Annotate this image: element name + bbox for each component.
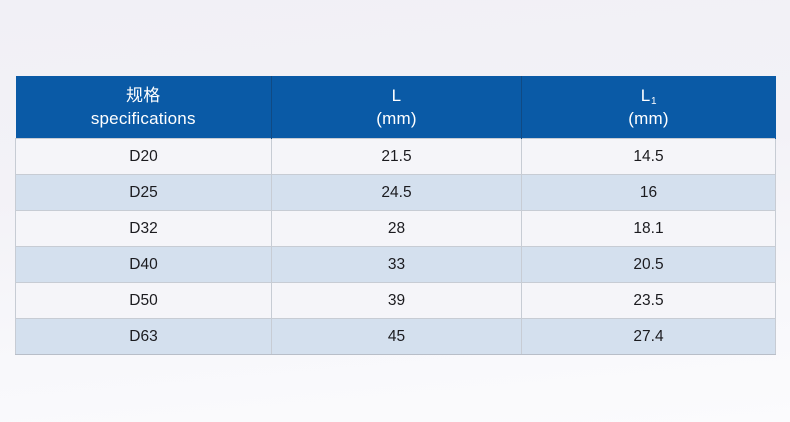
cell-l: 21.5 — [271, 138, 522, 175]
table-row-d63: D63 45 27.4 — [15, 318, 776, 355]
header-spec-en: specifications — [90, 108, 196, 128]
cell-l: 33 — [271, 246, 522, 283]
header-L1-subscript: 1 — [650, 96, 657, 108]
specifications-table: 规格 specifications L (mm) L1 (mm) D20 21.… — [15, 76, 776, 355]
table-row-d25: D25 24.5 16 — [15, 174, 776, 211]
table-row-d20: D20 21.5 14.5 — [15, 138, 776, 175]
header-L-symbol: L — [391, 86, 402, 106]
header-L1-symbol: L1 — [640, 86, 657, 108]
cell-l1: 23.5 — [521, 282, 776, 319]
header-cell-specifications: 规格 specifications — [15, 76, 272, 139]
cell-spec: D25 — [15, 174, 272, 211]
header-L-unit: (mm) — [376, 108, 417, 128]
cell-spec: D20 — [15, 138, 272, 175]
header-cell-L1: L1 (mm) — [521, 76, 776, 139]
table-row-d32: D32 28 18.1 — [15, 210, 776, 247]
cell-spec: D40 — [15, 246, 272, 283]
cell-l1: 16 — [521, 174, 776, 211]
cell-l: 45 — [271, 318, 522, 355]
cell-l: 39 — [271, 282, 522, 319]
table-body: D20 21.5 14.5 D25 24.5 16 D32 28 18.1 D4… — [15, 138, 776, 355]
cell-l1: 14.5 — [521, 138, 776, 175]
cell-l1: 18.1 — [521, 210, 776, 247]
cell-l: 28 — [271, 210, 522, 247]
table-row-d50: D50 39 23.5 — [15, 282, 776, 319]
cell-spec: D50 — [15, 282, 272, 319]
cell-l: 24.5 — [271, 174, 522, 211]
header-L1-unit: (mm) — [628, 108, 669, 128]
header-cell-L: L (mm) — [271, 76, 522, 139]
cell-l1: 20.5 — [521, 246, 776, 283]
cell-l1: 27.4 — [521, 318, 776, 355]
cell-spec: D63 — [15, 318, 272, 355]
table-row-d40: D40 33 20.5 — [15, 246, 776, 283]
header-spec-cn: 规格 — [126, 86, 161, 106]
table-header: 规格 specifications L (mm) L1 (mm) — [15, 76, 776, 139]
cell-spec: D32 — [15, 210, 272, 247]
header-row: 规格 specifications L (mm) L1 (mm) — [15, 76, 776, 139]
